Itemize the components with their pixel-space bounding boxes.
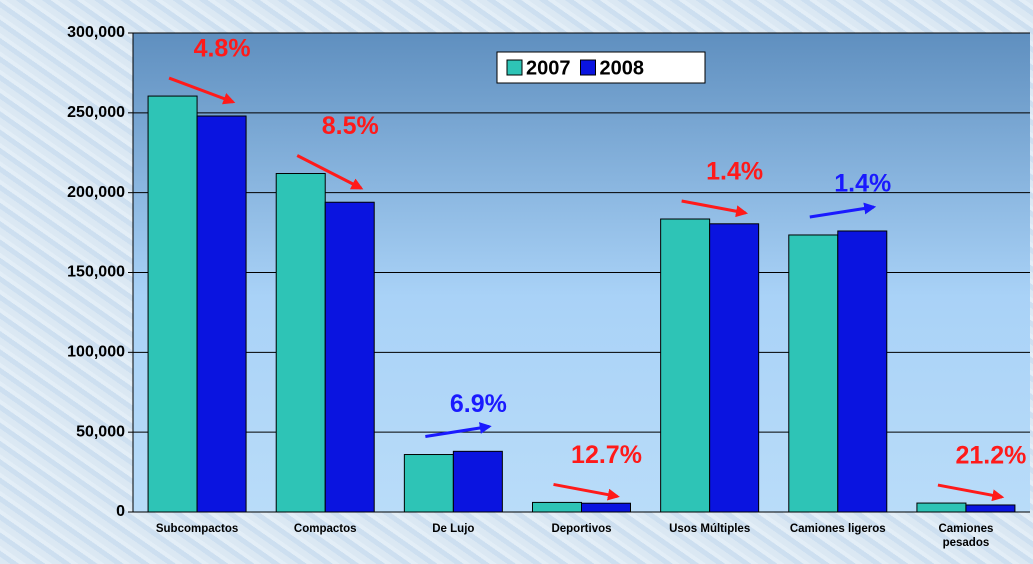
bar (147, 95, 198, 513)
legend-swatch (506, 59, 523, 76)
bar (965, 504, 1016, 513)
x-tick-label: Camiones ligeros (789, 523, 886, 535)
bar (324, 201, 375, 513)
bar (403, 454, 454, 513)
legend-box (496, 51, 706, 84)
annotation-arrow (425, 422, 492, 439)
y-tick-label: 0 (116, 503, 125, 520)
bar (275, 173, 326, 513)
bar (660, 218, 711, 513)
x-tick-label: Subcompactos (155, 523, 239, 535)
x-tick-label: Compactos (293, 523, 357, 535)
x-tick-label: De Lujo (432, 523, 475, 535)
annotation-arrow (553, 482, 620, 501)
x-tick-label: Usos Múltiples (669, 523, 751, 535)
bar (709, 223, 760, 513)
annotation: 1.4% (706, 158, 763, 186)
annotation-arrow (296, 154, 364, 190)
annotation: 21.2% (955, 442, 1026, 470)
bar (196, 115, 247, 513)
annotation: 12.7% (571, 441, 642, 469)
annotation: 8.5% (322, 112, 379, 140)
y-tick-label: 150,000 (67, 264, 125, 281)
y-tick-label: 250,000 (67, 104, 125, 121)
y-tick-label: 200,000 (67, 184, 125, 201)
annotation: 6.9% (450, 390, 507, 418)
bar (532, 501, 582, 513)
annotation: 4.8% (194, 35, 251, 63)
bar (916, 502, 967, 513)
bar (788, 234, 839, 513)
y-tick-label: 300,000 (67, 24, 125, 41)
bar (452, 450, 503, 513)
x-tick-label: Deportivos (551, 523, 612, 535)
annotation-arrow (937, 483, 1005, 502)
annotation-arrow (809, 202, 877, 219)
legend-label: 2008 (600, 57, 645, 79)
bar (581, 502, 631, 513)
x-tick-label: Camiones pesados (938, 523, 994, 549)
y-tick-label: 100,000 (67, 344, 125, 361)
legend-swatch (580, 59, 596, 76)
annotation: 1.4% (834, 170, 891, 198)
legend-label: 2007 (526, 57, 571, 79)
y-tick-label: 50,000 (76, 423, 125, 440)
annotation-arrow (681, 199, 749, 218)
bar (837, 230, 888, 513)
annotation-arrow (168, 76, 236, 105)
